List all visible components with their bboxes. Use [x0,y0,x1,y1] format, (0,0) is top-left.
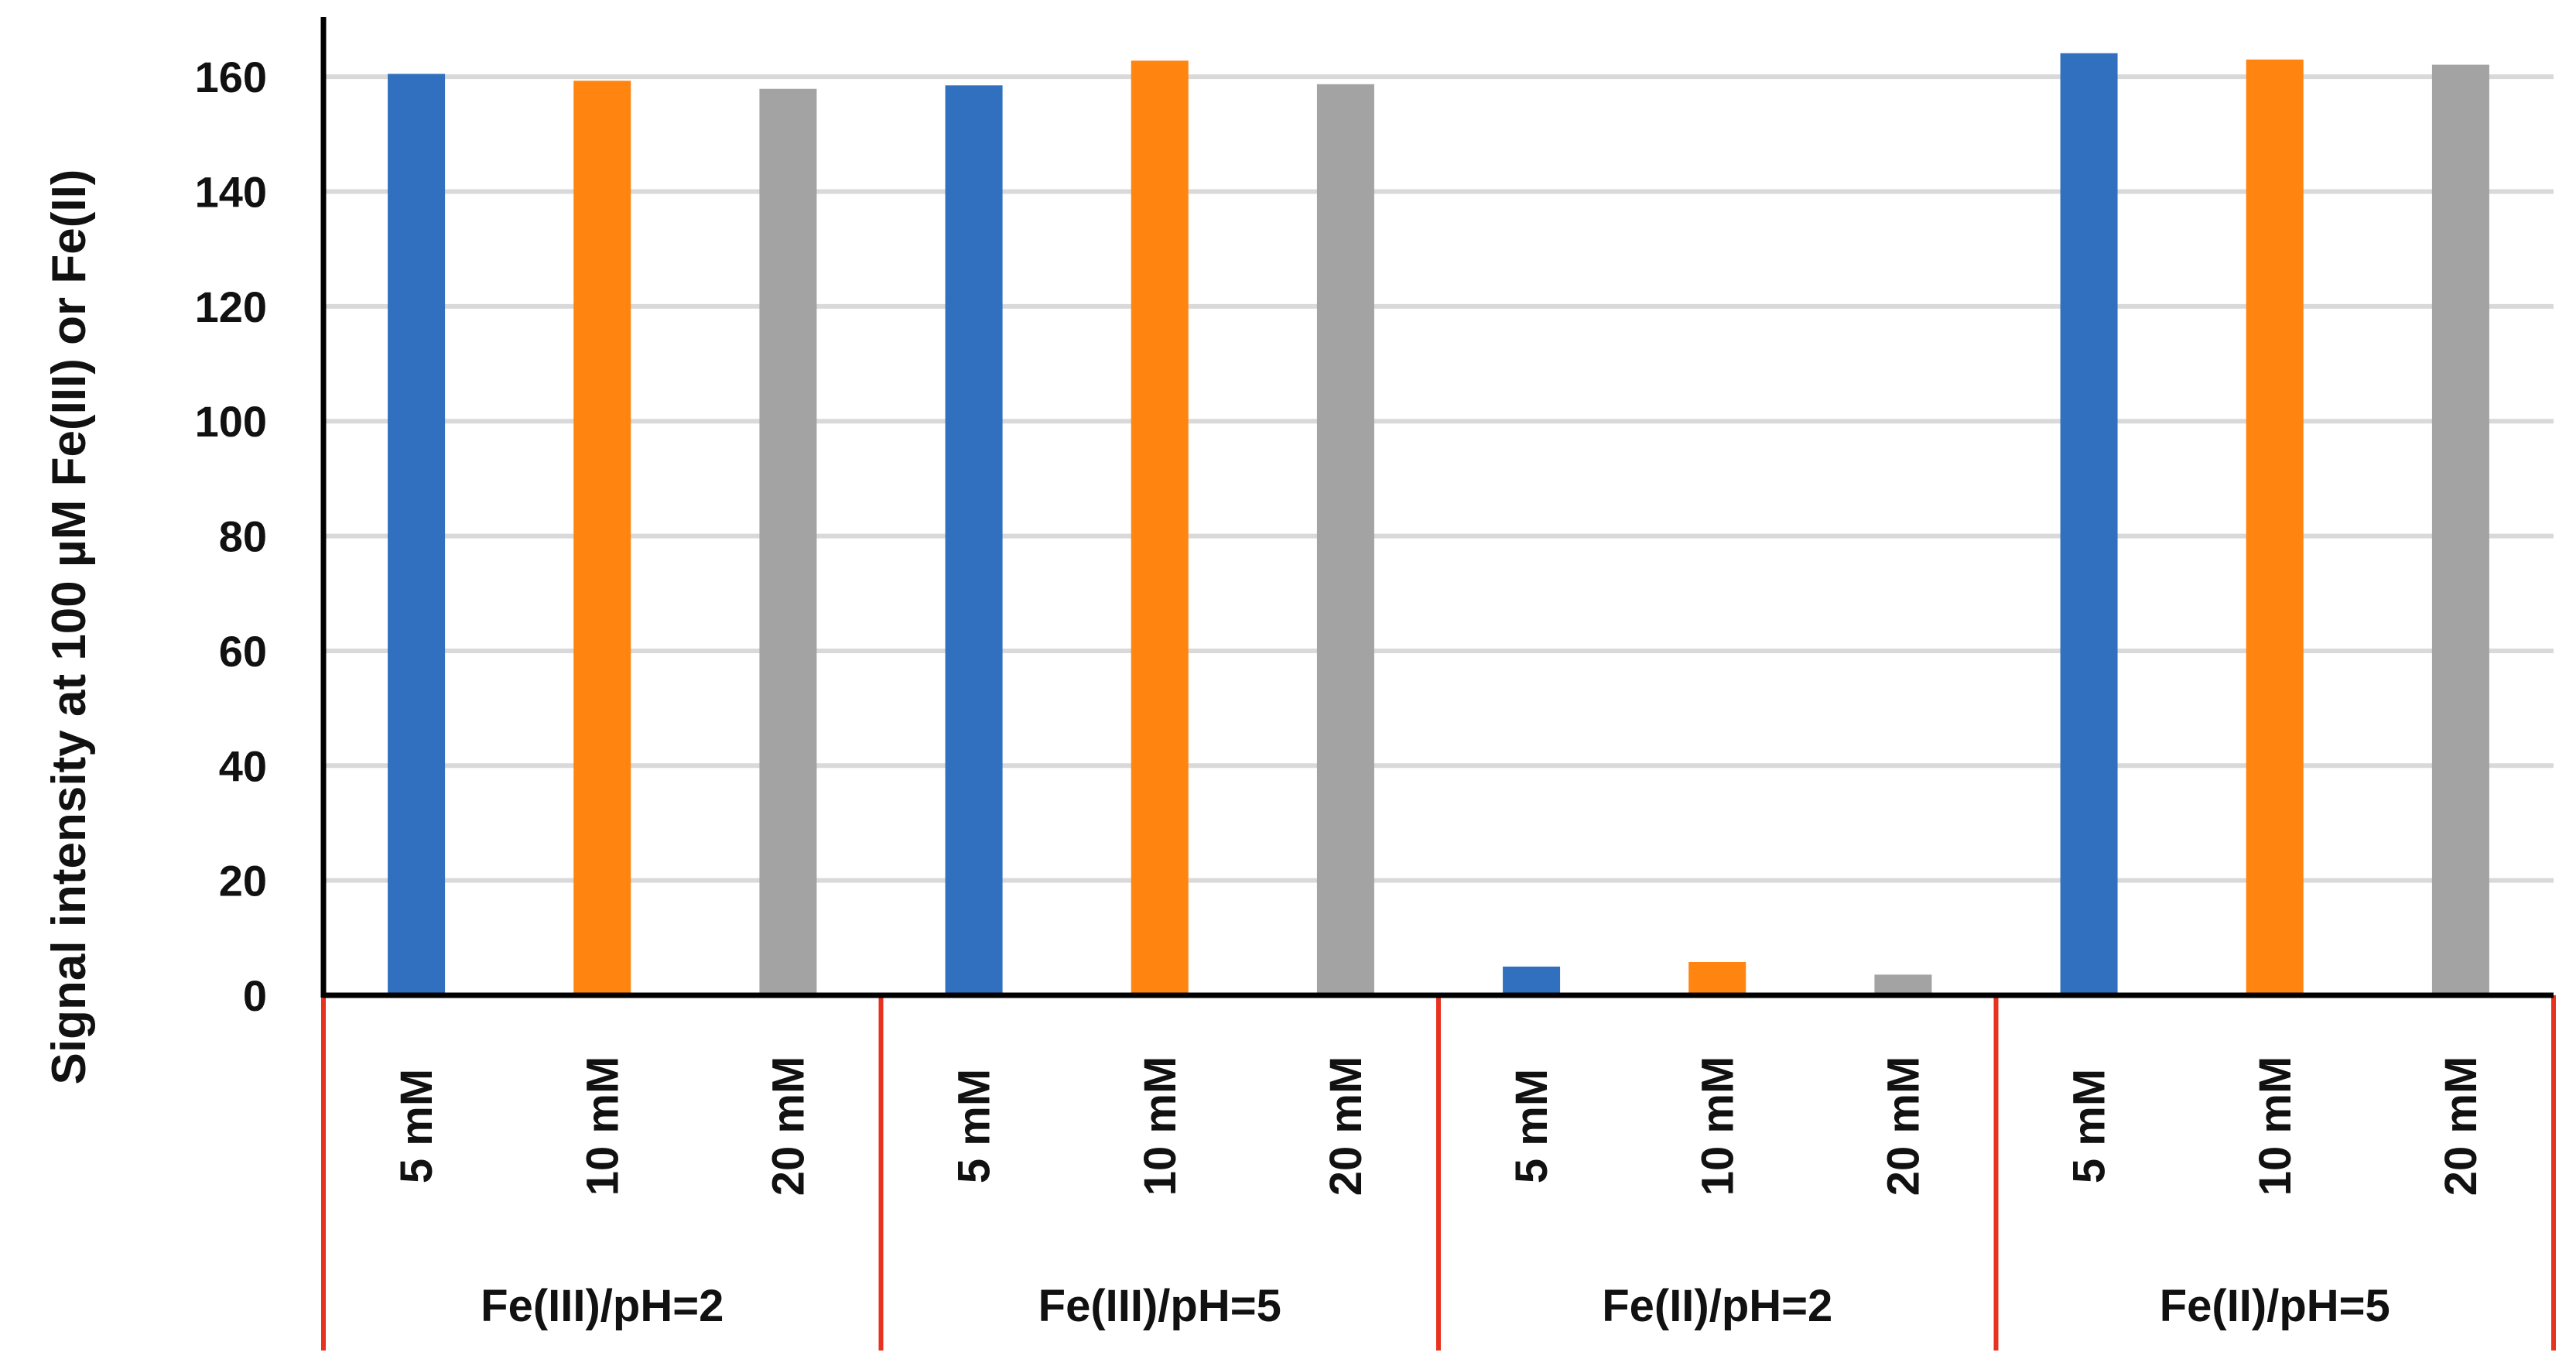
bars [388,53,2489,996]
category-label: 10 mM [2250,1056,2301,1197]
category-label: 20 mM [1878,1056,1928,1197]
y-tick-label: 60 [219,627,267,676]
y-tick-label: 120 [195,282,267,331]
bar [1874,974,1932,995]
bar [2246,59,2304,995]
gridlines [323,74,2554,883]
category-labels: 5 mM 10 mM 20 mM 5 mM 10 mM 20 mM 5 mM 10 mM 20 … [392,1056,2486,1197]
group-label: Fe(III)/pH=5 [1038,1281,1281,1331]
category-label: 20 mM [2436,1056,2486,1197]
y-tick-label: 80 [219,512,267,561]
bar [1131,60,1189,995]
bar [1503,966,1561,995]
y-tick-label: 140 [195,168,267,217]
category-label: 5 mM [392,1069,442,1183]
category-label: 10 mM [577,1056,628,1197]
category-label: 20 mM [763,1056,813,1197]
bar [573,80,631,996]
category-label: 5 mM [949,1069,1000,1183]
y-tick-labels: 0 20 40 60 80 100 120 140 160 [195,53,267,1020]
group-label: Fe(III)/pH=2 [481,1281,724,1331]
bar [1316,84,1374,995]
group-labels: Fe(III)/pH=2 Fe(III)/pH=5 Fe(II)/pH=2 Fe(II… [481,1281,2390,1331]
y-tick-label: 0 [243,971,267,1020]
group-label: Fe(II)/pH=2 [1602,1281,1832,1331]
y-tick-label: 40 [219,741,267,790]
category-label: 10 mM [1692,1056,1743,1197]
group-label: Fe(II)/pH=5 [2160,1281,2390,1331]
axes [320,17,2556,1351]
y-axis-title: Signal intensity at 100 µM Fe(III) or Fe… [43,169,96,1085]
y-tick-label: 100 [195,397,267,446]
category-label: 5 mM [2065,1069,2115,1183]
y-tick-label: 20 [219,857,267,906]
bar [2431,64,2489,996]
bar [1688,961,1746,995]
y-tick-label: 160 [195,53,267,101]
bar [2060,53,2118,995]
bar [945,85,1003,995]
category-label: 10 mM [1135,1056,1185,1197]
category-label: 20 mM [1321,1056,1371,1197]
category-label: 5 mM [1507,1069,1557,1183]
bar [388,74,446,995]
bar [759,88,817,995]
